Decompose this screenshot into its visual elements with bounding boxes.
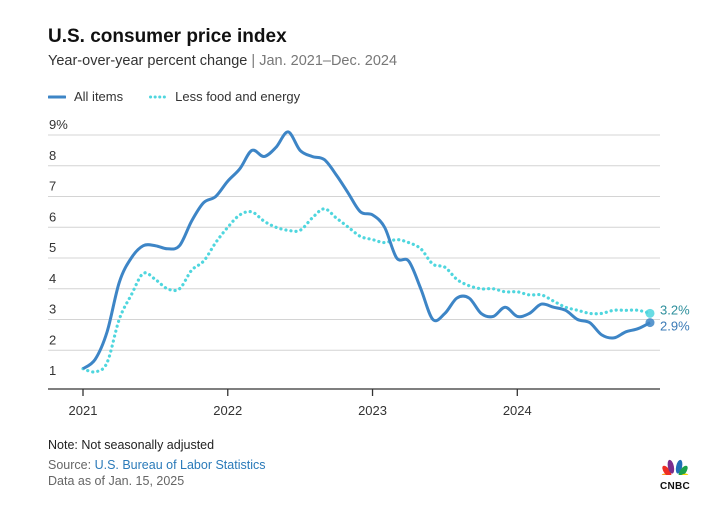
x-tick-label-2023: 2023 [358, 403, 387, 418]
data-as-of: Data as of Jan. 15, 2025 [48, 474, 185, 488]
end-label-less-food-energy: 3.2% [660, 302, 690, 317]
source-prefix: Source: [48, 458, 95, 472]
peacock-icon [661, 459, 689, 482]
legend-label-core: Less food and energy [175, 89, 301, 104]
chart-legend: All items Less food and energy [48, 89, 326, 104]
footnote-not-seasonally-adjusted: Note: Not seasonally adjusted [48, 438, 215, 452]
cnbc-logo-text: CNBC [659, 481, 691, 492]
legend-item-core: Less food and energy [149, 89, 300, 104]
y-tick-label-5: 5 [49, 240, 56, 255]
x-tick-label-2022: 2022 [213, 403, 242, 418]
y-tick-label-4: 4 [49, 271, 56, 286]
legend-swatch-dotted-line [149, 95, 168, 98]
subtitle-main: Year-over-year percent change [48, 53, 248, 69]
chart-subtitle: Year-over-year percent change | Jan. 202… [48, 53, 397, 69]
subtitle-date-range: Jan. 2021–Dec. 2024 [259, 53, 398, 69]
end-marker-less-food-energy [645, 308, 655, 318]
end-marker-all-items [645, 318, 655, 328]
y-tick-label-2: 2 [49, 332, 56, 347]
series-line-less-food-energy [81, 207, 652, 374]
y-tick-label-7: 7 [49, 179, 56, 194]
cnbc-logo: CNBC [655, 457, 695, 492]
x-tick-label-2024: 2024 [503, 403, 532, 418]
y-tick-label-3: 3 [49, 302, 56, 317]
series-line-all-items [82, 130, 651, 370]
legend-swatch-solid-line [48, 95, 66, 98]
x-tick-label-2021: 2021 [69, 403, 98, 418]
y-tick-label-6: 6 [49, 209, 56, 224]
y-tick-label-1: 1 [49, 363, 56, 378]
chart-title: U.S. consumer price index [48, 26, 287, 47]
source-link[interactable]: U.S. Bureau of Labor Statistics [94, 458, 266, 472]
legend-item-all-items: All items [48, 89, 123, 104]
end-label-all-items: 2.9% [660, 319, 690, 334]
legend-label-all-items: All items [74, 89, 124, 104]
source-line: Source: U.S. Bureau of Labor Statistics [48, 458, 265, 472]
cpi-line-chart: 1 2 3 4 5 6 7 8 9% 2021 2022 2023 2024 2.9% 3.2% [48, 117, 690, 418]
subtitle-separator: | [247, 53, 260, 69]
y-tick-label-9: 9% [49, 117, 68, 132]
y-tick-label-8: 8 [49, 148, 56, 163]
